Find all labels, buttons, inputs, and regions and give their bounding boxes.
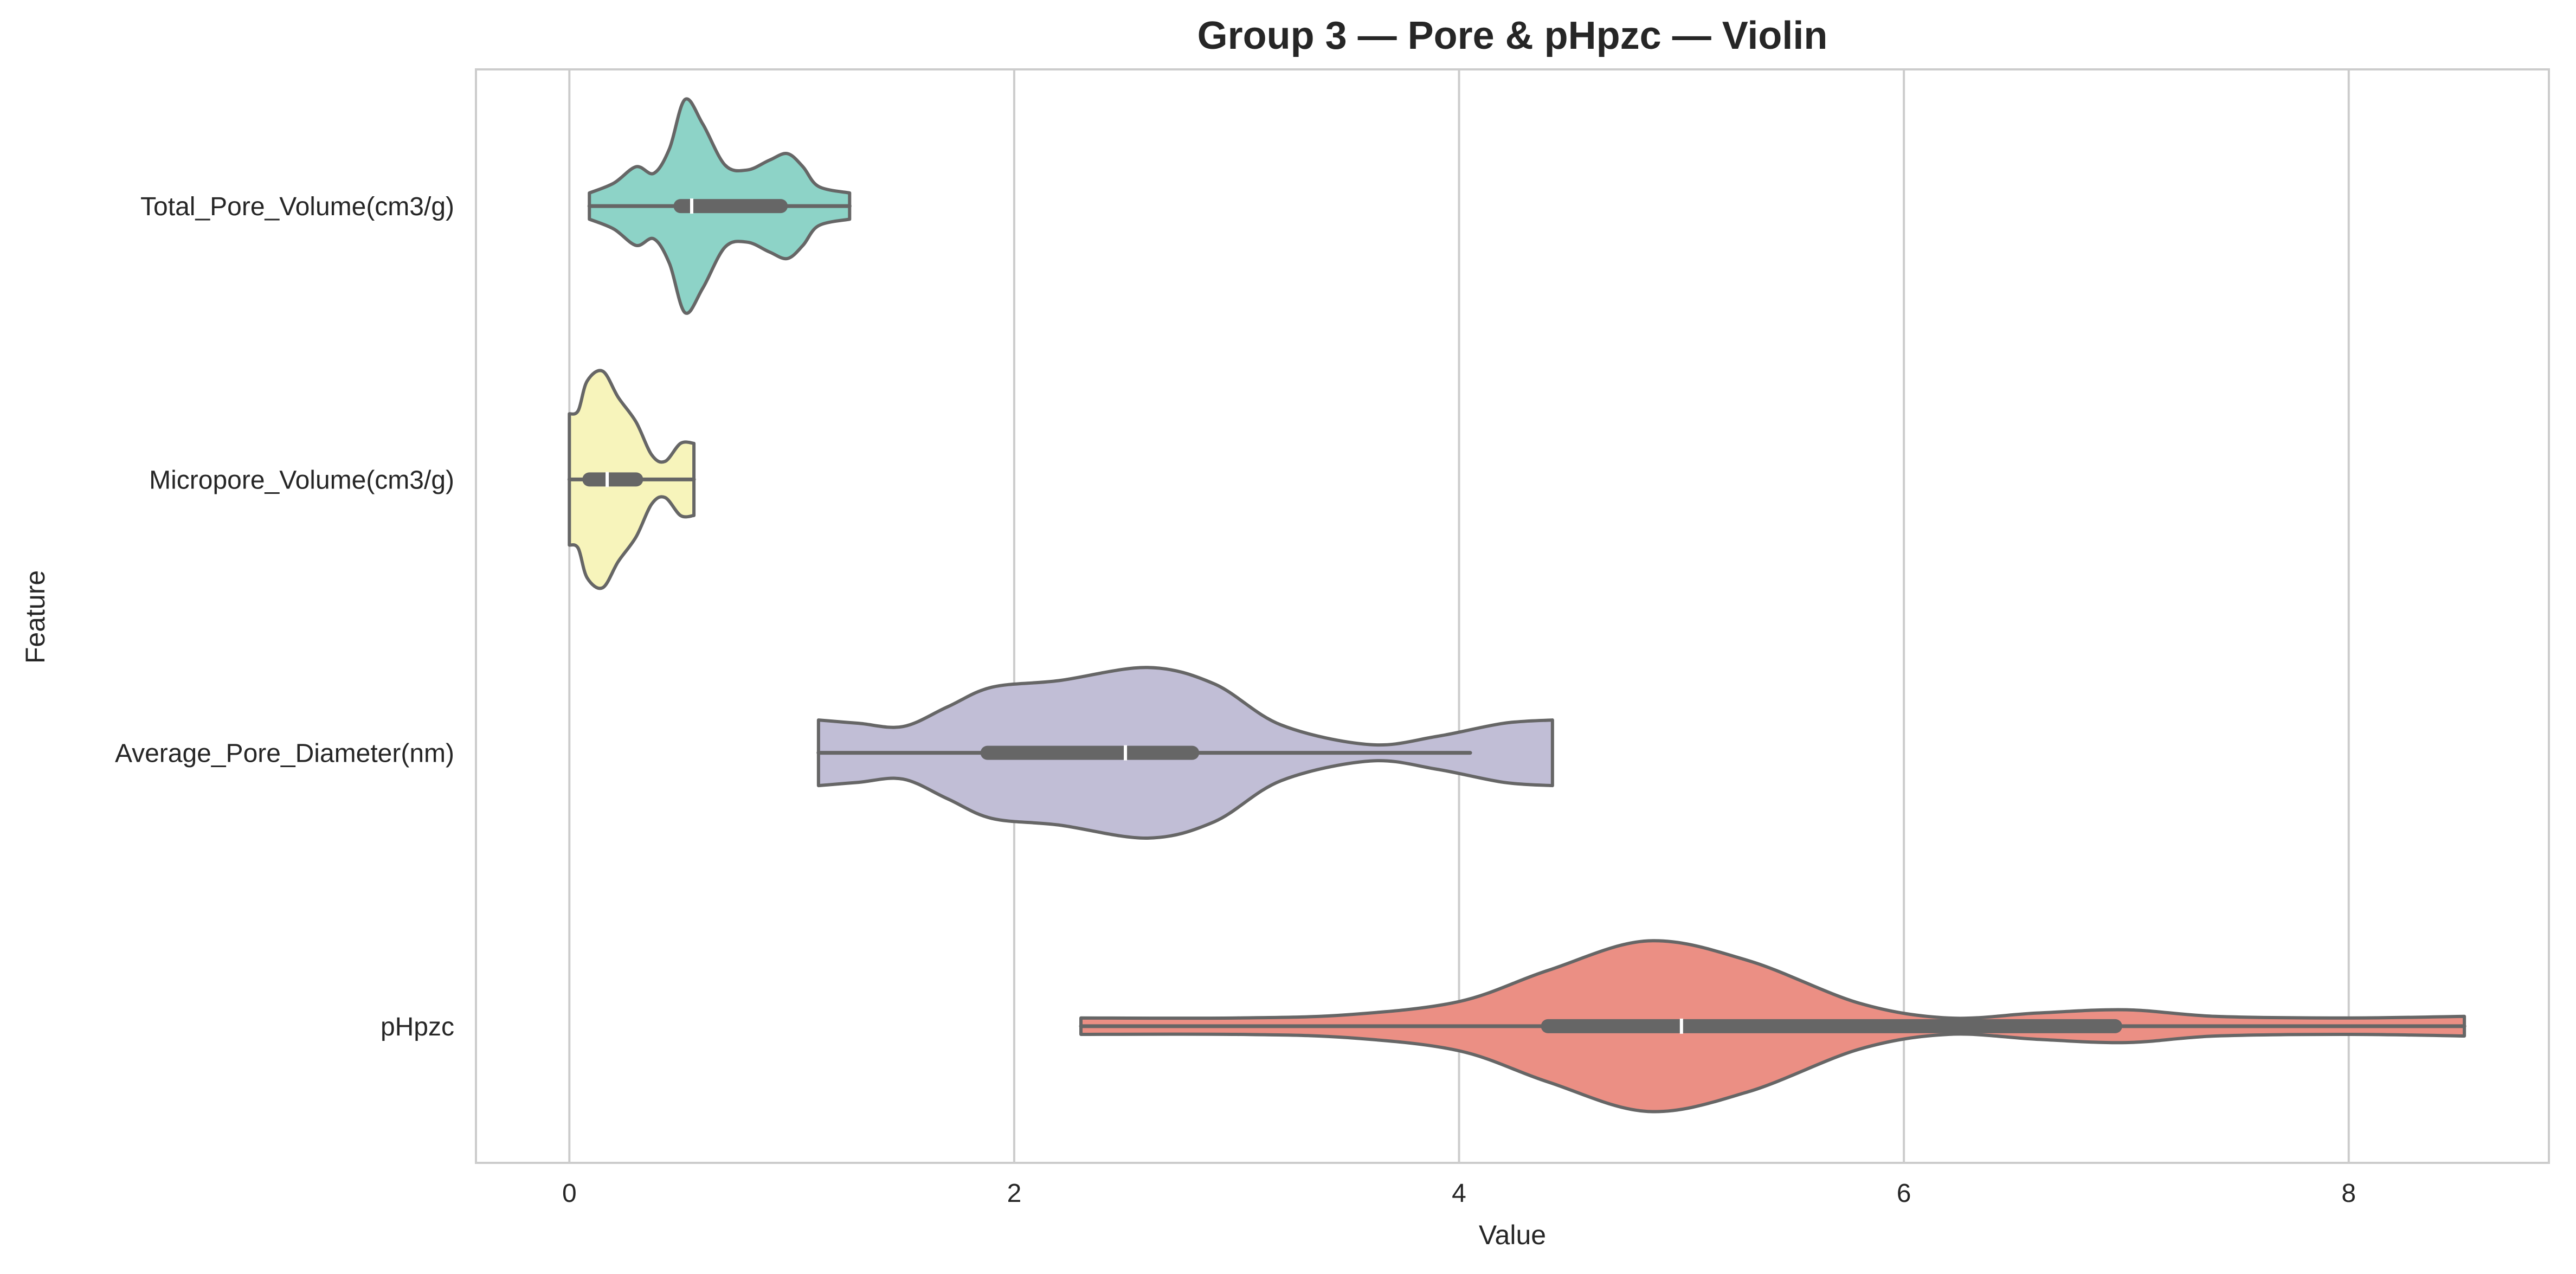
x-tick-label: 8 bbox=[2341, 1179, 2356, 1208]
y-axis-label: Feature bbox=[20, 570, 50, 664]
x-tick-label: 6 bbox=[1897, 1179, 1911, 1208]
y-tick-labels: Total_Pore_Volume(cm3/g) Micropore_Volume… bbox=[115, 192, 454, 1041]
y-tick-label: Total_Pore_Volume(cm3/g) bbox=[140, 192, 454, 221]
x-tick-label: 0 bbox=[562, 1179, 577, 1208]
chart-title: Group 3 — Pore & pHpzc — Violin bbox=[1197, 14, 1828, 57]
violin-group bbox=[816, 666, 1554, 840]
violin-group bbox=[1079, 939, 2466, 1114]
x-tick-label: 4 bbox=[1452, 1179, 1466, 1208]
x-axis-label: Value bbox=[1479, 1220, 1546, 1250]
violins bbox=[567, 97, 2466, 1114]
gridlines bbox=[568, 69, 2350, 1163]
y-tick-label: Micropore_Volume(cm3/g) bbox=[149, 466, 454, 494]
violin-group bbox=[587, 97, 852, 315]
violin-group bbox=[567, 369, 696, 590]
plot-frame bbox=[475, 68, 2550, 1164]
x-tick-labels: 0 2 4 6 8 bbox=[562, 1179, 2356, 1208]
y-tick-label: Average_Pore_Diameter(nm) bbox=[115, 739, 454, 768]
x-tick-label: 2 bbox=[1007, 1179, 1022, 1208]
y-tick-label: pHpzc bbox=[381, 1013, 454, 1041]
